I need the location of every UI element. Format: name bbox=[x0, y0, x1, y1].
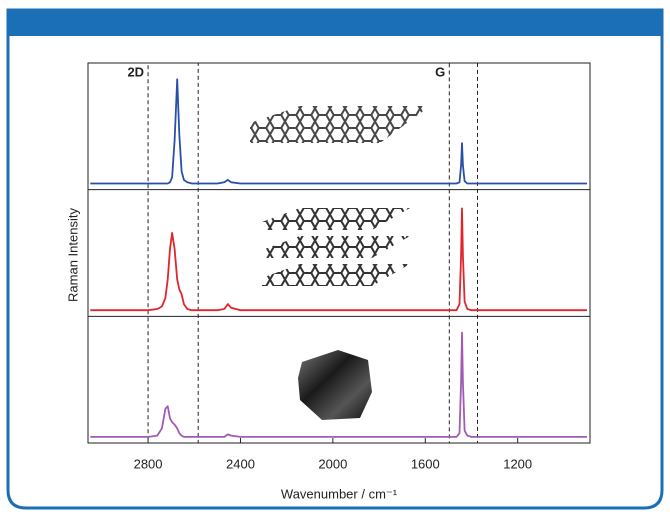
spectrum-line bbox=[90, 331, 587, 438]
monolayer-graphene bbox=[250, 106, 430, 143]
x-tick-label: 1200 bbox=[503, 456, 532, 471]
plot-frame bbox=[87, 62, 591, 444]
x-tick-label: 2400 bbox=[226, 456, 255, 471]
card bbox=[6, 8, 664, 510]
graphite-rock bbox=[298, 350, 372, 420]
x-tick-label: 2800 bbox=[134, 456, 163, 471]
x-tick-label: 2000 bbox=[318, 456, 347, 471]
y-axis-label: Raman Intensity bbox=[65, 208, 80, 302]
graphene-layer bbox=[262, 264, 410, 286]
illustrations bbox=[250, 106, 430, 420]
spectrum-line bbox=[90, 207, 587, 312]
graphene-layer bbox=[262, 208, 410, 230]
region-box bbox=[147, 62, 199, 444]
header-band bbox=[8, 10, 662, 36]
region-box bbox=[448, 62, 478, 444]
spectrum-line bbox=[90, 78, 587, 185]
x-tick-label: 1600 bbox=[411, 456, 440, 471]
graphene-layer bbox=[262, 236, 410, 258]
x-axis-label: Wavenumber / cm⁻¹ bbox=[281, 486, 398, 501]
region-label: G bbox=[435, 64, 445, 79]
region-label: 2D bbox=[127, 64, 144, 79]
